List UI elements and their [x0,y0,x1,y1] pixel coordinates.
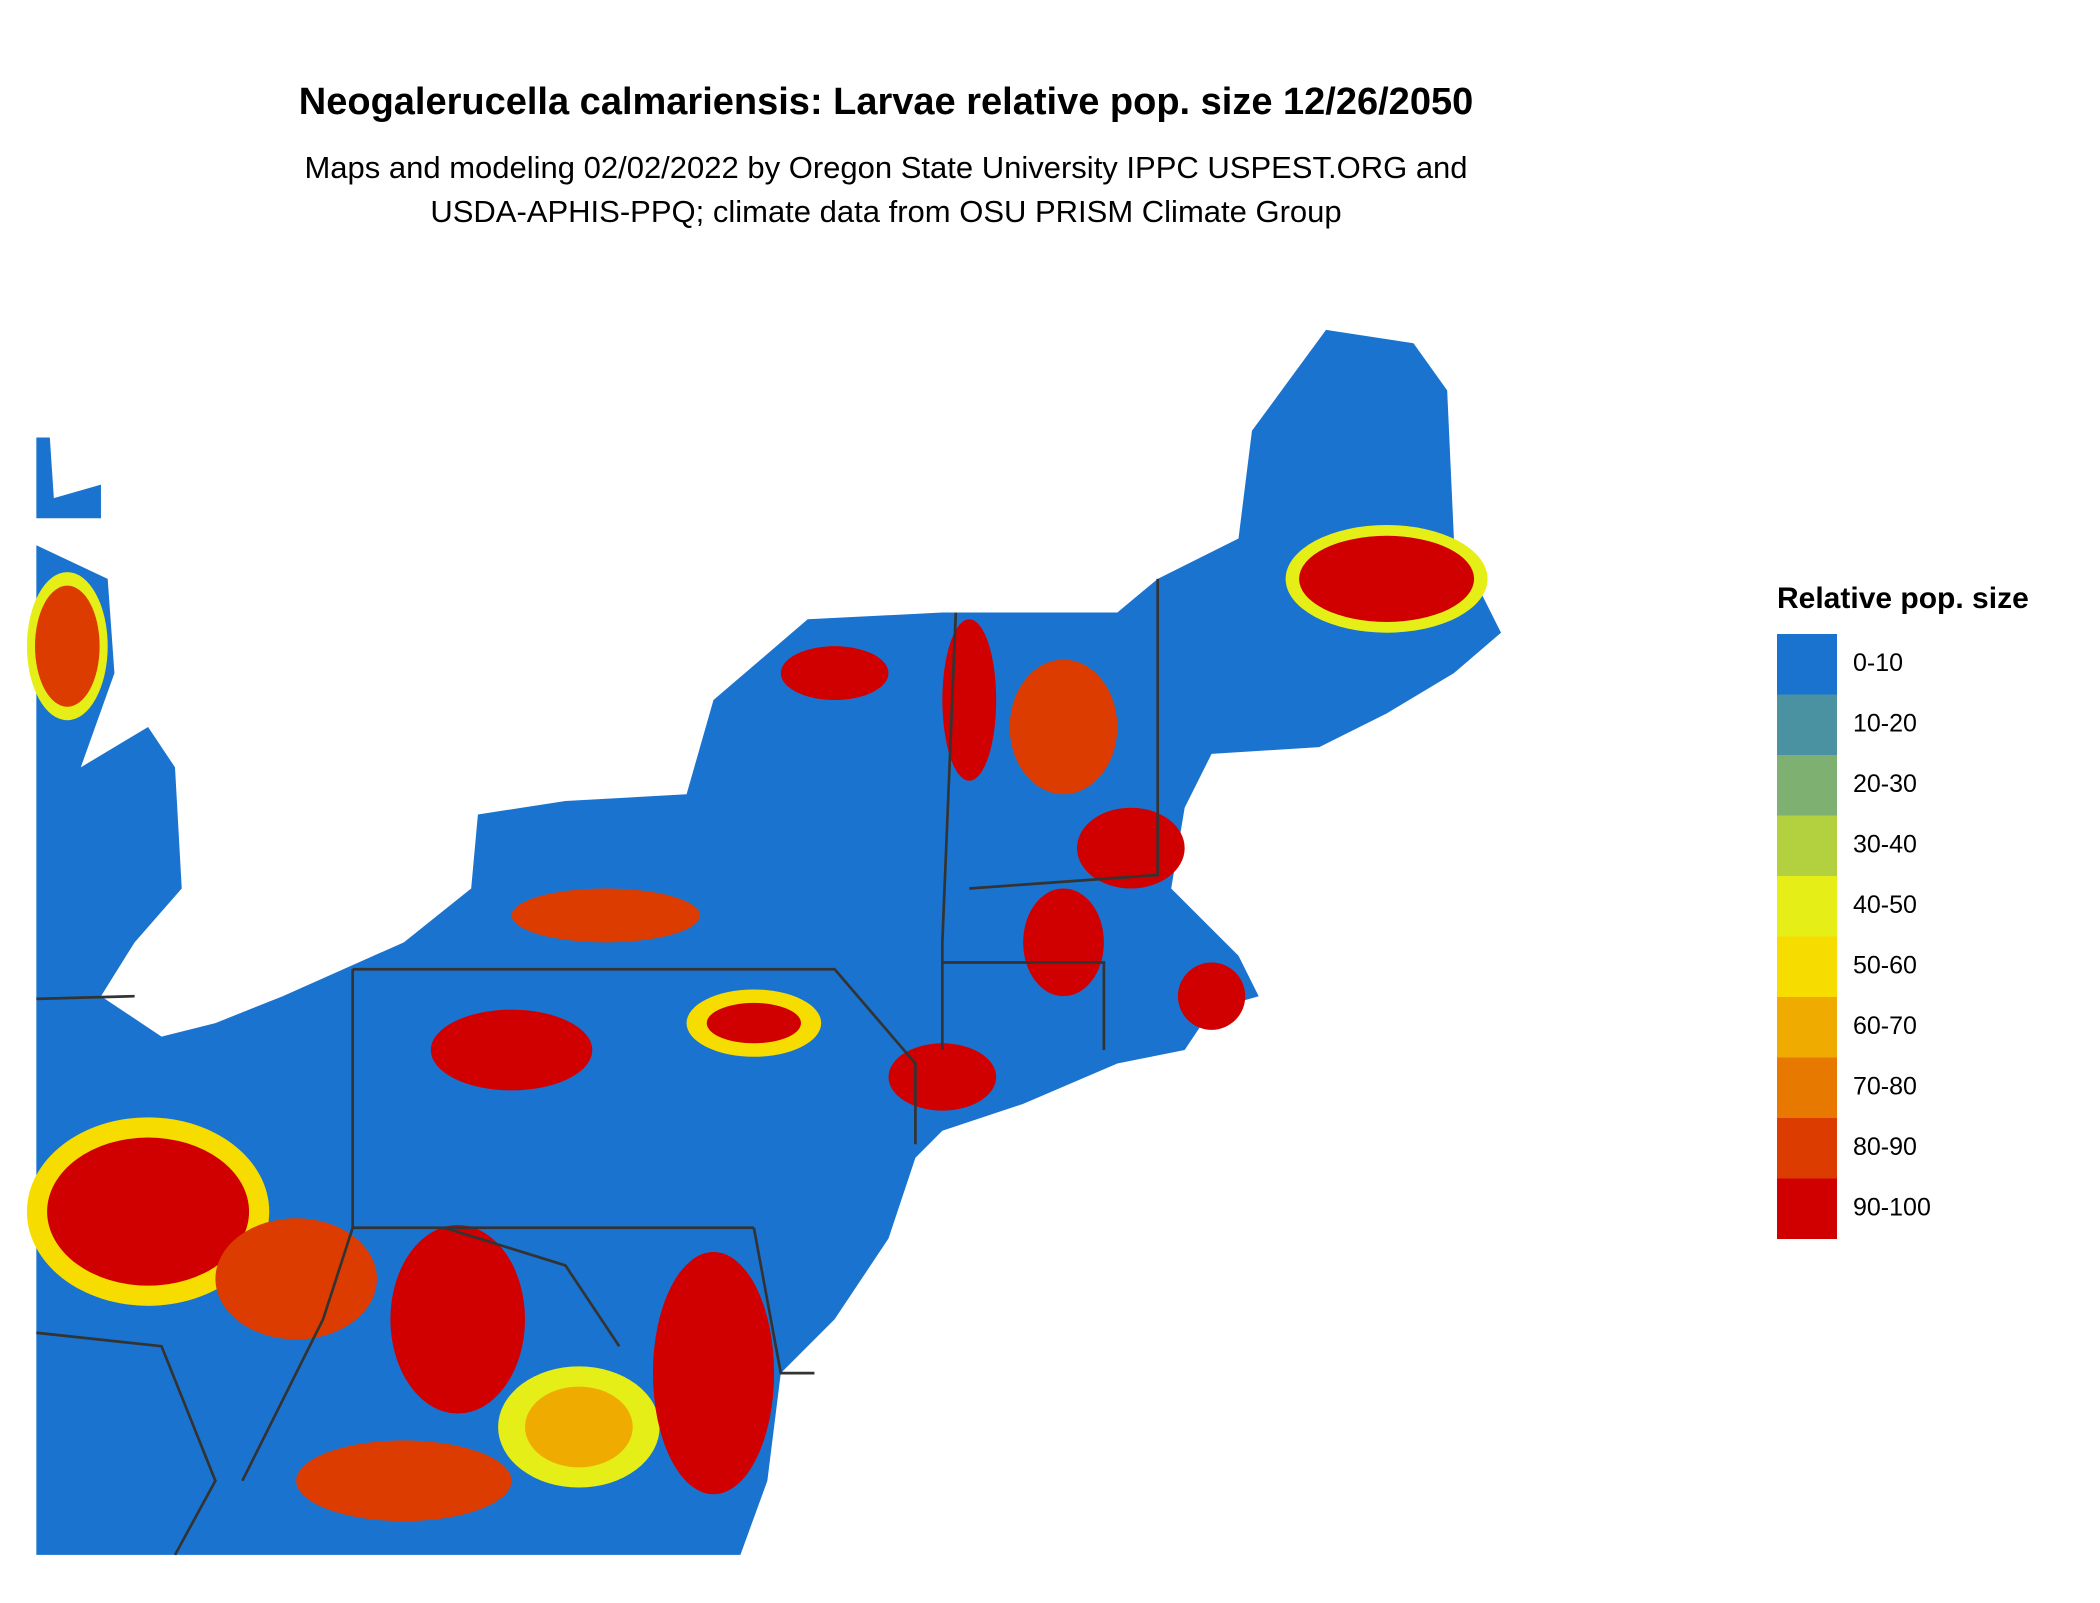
legend-swatch [1777,936,1837,997]
legend-title: Relative pop. size [1777,582,2029,615]
state-borders [36,578,1160,1556]
legend-label: 10-20 [1853,709,1917,737]
legend-label: 60-70 [1853,1012,1917,1040]
legend-label: 30-40 [1853,830,1917,858]
legend-swatch [1777,1118,1837,1179]
map-title: Neogalerucella calmariensis: Larvae rela… [299,81,1473,123]
map-subtitle: USDA-APHIS-PPQ; climate data from OSU PR… [430,194,1341,229]
legend-swatch [1777,694,1837,755]
hotspots [26,525,1488,1522]
legend: Relative pop. size 0-10 10-20 20-30 30-40 40… [1777,582,2029,1239]
legend-swatch [1777,1178,1837,1239]
legend-label: 50-60 [1853,951,1917,979]
legend-swatch [1777,634,1837,695]
map-subtitle: Maps and modeling 02/02/2022 by Oregon S… [304,150,1467,185]
legend-swatch [1777,876,1837,937]
legend-swatch [1777,997,1837,1058]
map [26,329,1502,1556]
legend-swatch [1777,1057,1837,1118]
land [36,329,1502,1555]
legend-label: 20-30 [1853,770,1917,798]
legend-label: 90-100 [1853,1193,1931,1221]
legend-label: 0-10 [1853,649,1903,677]
land [36,437,101,519]
legend-label: 70-80 [1853,1072,1917,1100]
legend-label: 40-50 [1853,891,1917,919]
legend-swatch [1777,815,1837,876]
legend-swatch [1777,755,1837,816]
legend-label: 80-90 [1853,1133,1917,1161]
